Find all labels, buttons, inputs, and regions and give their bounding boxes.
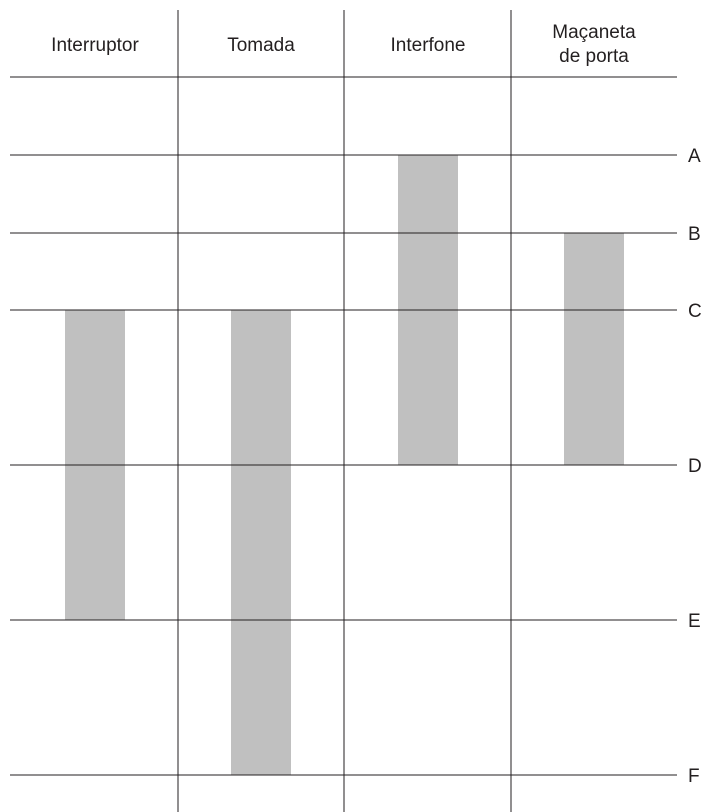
- level-label-f: F: [688, 766, 700, 787]
- column-header-macaneta-line2: de porta: [559, 46, 629, 67]
- level-lines: [10, 154, 677, 776]
- column-header-macaneta: Maçaneta: [552, 22, 636, 43]
- level-labels: A B C D E F: [688, 146, 702, 787]
- level-label-c: C: [688, 301, 702, 322]
- column-header-tomada: Tomada: [227, 35, 295, 56]
- column-dividers: [177, 10, 512, 812]
- level-label-d: D: [688, 456, 702, 477]
- level-label-b: B: [688, 224, 701, 245]
- height-range-bar-2: [231, 310, 291, 775]
- column-header-interfone: Interfone: [391, 35, 466, 56]
- column-header-interruptor: Interruptor: [51, 35, 139, 56]
- height-range-bar-4: [564, 233, 624, 465]
- column-headers: Interruptor Tomada Interfone Maçaneta de…: [51, 22, 636, 67]
- level-label-a: A: [688, 146, 701, 167]
- level-label-e: E: [688, 611, 701, 632]
